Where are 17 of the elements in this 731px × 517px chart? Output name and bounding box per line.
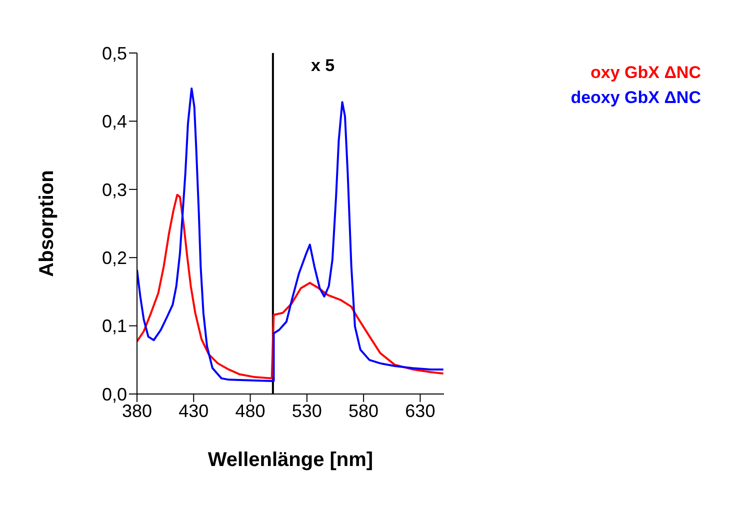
y-tick-label: 0,4	[102, 112, 127, 132]
x-tick-label: 480	[235, 400, 266, 421]
ref-line-label: x 5	[310, 56, 335, 76]
text: oxy GbX ΔNC	[590, 62, 701, 84]
x-tick-label: 630	[405, 400, 436, 421]
line-series	[137, 194, 444, 380]
y-tick-label: 0,5	[102, 43, 127, 64]
x-tick-label: 530	[292, 400, 322, 421]
y-tick-label: 0,1	[102, 316, 127, 336]
line-series	[137, 87, 444, 382]
x-tick-label: 580	[348, 400, 379, 421]
x-tick-label: 430	[178, 400, 209, 421]
x-axis-title: Wellenlänge [nm]	[208, 449, 374, 471]
text: deoxy GbX ΔNC	[570, 87, 701, 109]
y-axis-title: Absorption	[36, 170, 58, 277]
y-tick-label: 0,2	[102, 248, 127, 268]
y-tick-label: 0,3	[102, 180, 127, 200]
